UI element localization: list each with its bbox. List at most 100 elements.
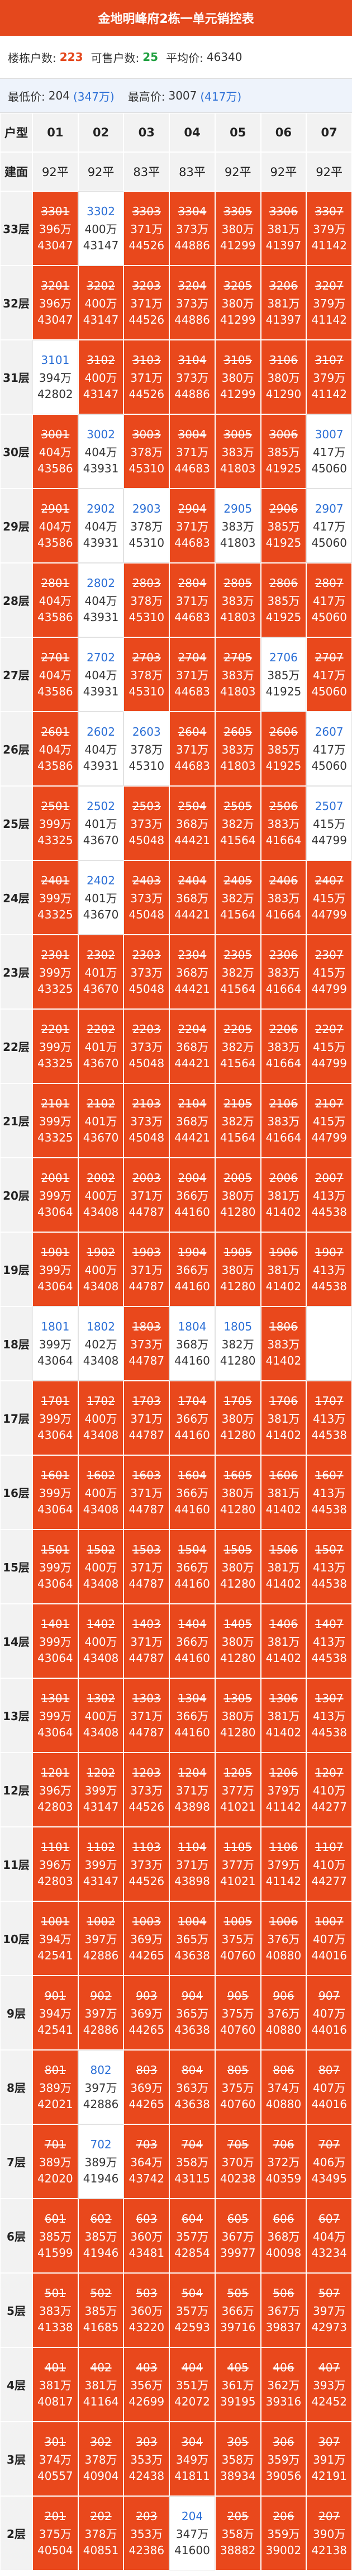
- unit-cell: 604 357万 42854: [169, 2199, 215, 2273]
- unit-price: 43325: [37, 982, 73, 996]
- total-price: 385万: [84, 2304, 117, 2318]
- unit-price: 42138: [311, 2544, 347, 2557]
- room-number: 1903: [132, 1246, 161, 1259]
- unit-price: 41925: [265, 610, 302, 624]
- total-price: 380万: [221, 1263, 254, 1277]
- unit-cell: 507 397万 42973: [306, 2273, 352, 2347]
- room-number: 1306: [269, 1692, 298, 1705]
- unit-cell: 2906 385万 41925: [260, 489, 307, 563]
- unit-price: 42699: [129, 2395, 165, 2408]
- room-number: 1301: [41, 1692, 70, 1705]
- unit-cell: 401 381万 40817: [32, 2347, 78, 2422]
- unit-price: 44787: [129, 1651, 165, 1665]
- unit-price: 40904: [83, 2469, 119, 2483]
- unit-price: 41021: [220, 1874, 256, 1888]
- floor-label: 17层: [0, 1381, 32, 1455]
- total-price: 401万: [84, 1040, 117, 1054]
- unit-price: 42803: [37, 1800, 73, 1813]
- room-number: 405: [227, 2361, 249, 2374]
- unit-cell: 2006 381万 41402: [260, 1158, 307, 1232]
- unit-cell: 1404 366万 44160: [169, 1604, 215, 1678]
- room-number: 2203: [132, 1022, 161, 1036]
- unit-price: 43931: [83, 536, 119, 550]
- room-number: 605: [227, 2212, 249, 2225]
- unit-cell: 3103 371万 44526: [123, 340, 170, 414]
- label: 楼栋户数:: [8, 51, 56, 65]
- room-number: 2802: [87, 576, 116, 590]
- room-number: 506: [273, 2286, 294, 2300]
- unit-cell: 2205 382万 41564: [215, 1009, 261, 1083]
- total-price: 383万: [267, 1338, 300, 1351]
- unit-price: 43586: [37, 610, 73, 624]
- unit-price: 41946: [83, 2246, 119, 2260]
- unit-cell: 1407 413万 44538: [306, 1604, 352, 1678]
- room-number: 1101: [41, 1840, 70, 1854]
- unit-price: 43064: [37, 1280, 73, 1293]
- room-number: 2403: [132, 874, 161, 887]
- unit-price: 45060: [311, 685, 347, 698]
- total-price: 375万: [221, 1933, 254, 1946]
- unit-cell: 3106 380万 41290: [260, 340, 307, 414]
- unit-price: 39316: [265, 2395, 302, 2408]
- unit-cell: 2204 368万 44421: [169, 1009, 215, 1083]
- total-price: 364万: [130, 2156, 163, 2169]
- unit-price: 41299: [220, 387, 256, 401]
- room-number: 1401: [41, 1617, 70, 1631]
- unit-price: 43064: [37, 1428, 73, 1442]
- unit-price: 41142: [311, 387, 347, 401]
- unit-cell: 802 397万 42886: [78, 2050, 124, 2124]
- total-price: 380万: [221, 1412, 254, 1426]
- total-price: 370万: [221, 2156, 254, 2169]
- total-price: 378万: [130, 446, 163, 459]
- room-number: 1006: [269, 1915, 298, 1928]
- room-number: 703: [136, 2138, 158, 2151]
- room-number: 1804: [178, 1320, 207, 1333]
- unit-price: 45060: [311, 610, 347, 624]
- floor-label: 7层: [0, 2124, 32, 2199]
- unit-price: 41290: [265, 387, 302, 401]
- unit-price: 41685: [83, 2321, 119, 2334]
- room-number: 806: [273, 2063, 294, 2077]
- unit-cell: 2302 401万 43670: [78, 935, 124, 1009]
- unit-cell: 1002 397万 42886: [78, 1901, 124, 1976]
- unit-cell: 2704 371万 44683: [169, 637, 215, 712]
- unit-cell: 1706 381万 41402: [260, 1381, 307, 1455]
- total-price: 404万: [39, 594, 72, 608]
- room-number: 2402: [87, 874, 116, 887]
- unit-price: 44787: [129, 1205, 165, 1219]
- unit-price: 41142: [311, 239, 347, 252]
- total-price: 385万: [267, 594, 300, 608]
- room-number: 2401: [41, 874, 70, 887]
- unit-cell: 201 375万 40504: [32, 2496, 78, 2570]
- header-cell: 83平: [123, 152, 170, 191]
- total-price: 371万: [130, 297, 163, 310]
- total-price: 400万: [84, 1635, 117, 1649]
- unit-cell: 1106 379万 41142: [260, 1827, 307, 1901]
- unit-price: 44265: [129, 2023, 165, 2037]
- total-price: 369万: [130, 1933, 163, 1946]
- total-price: 379万: [267, 1784, 300, 1797]
- unit-cell: 706 372万 40359: [260, 2124, 307, 2199]
- total-price: 417万: [313, 520, 346, 533]
- room-number: 1803: [132, 1320, 161, 1333]
- header-cell: 92平: [260, 152, 307, 191]
- total-price: 406万: [313, 2156, 346, 2169]
- total-price: 404万: [39, 743, 72, 756]
- unit-cell: 3002 404万 43931: [78, 414, 124, 489]
- room-number: 3003: [132, 428, 161, 441]
- total-price: 372万: [267, 2156, 300, 2169]
- unit-cell: 1801 399万 43064: [32, 1306, 78, 1381]
- floor-label: 22层: [0, 1009, 32, 1083]
- value: 204: [48, 89, 70, 102]
- total-price: 359万: [267, 2453, 300, 2466]
- total-price: 399万: [39, 966, 72, 979]
- unit-price: 39195: [220, 2395, 256, 2408]
- unit-price: 41402: [265, 1205, 302, 1219]
- room-number: 1003: [132, 1915, 161, 1928]
- room-number: 1607: [315, 1469, 344, 1482]
- total-price: 404万: [84, 446, 117, 459]
- unit-price: 43064: [37, 1726, 73, 1739]
- room-number: 1507: [315, 1543, 344, 1556]
- room-number: 404: [181, 2361, 203, 2374]
- total-price: 400万: [84, 222, 117, 236]
